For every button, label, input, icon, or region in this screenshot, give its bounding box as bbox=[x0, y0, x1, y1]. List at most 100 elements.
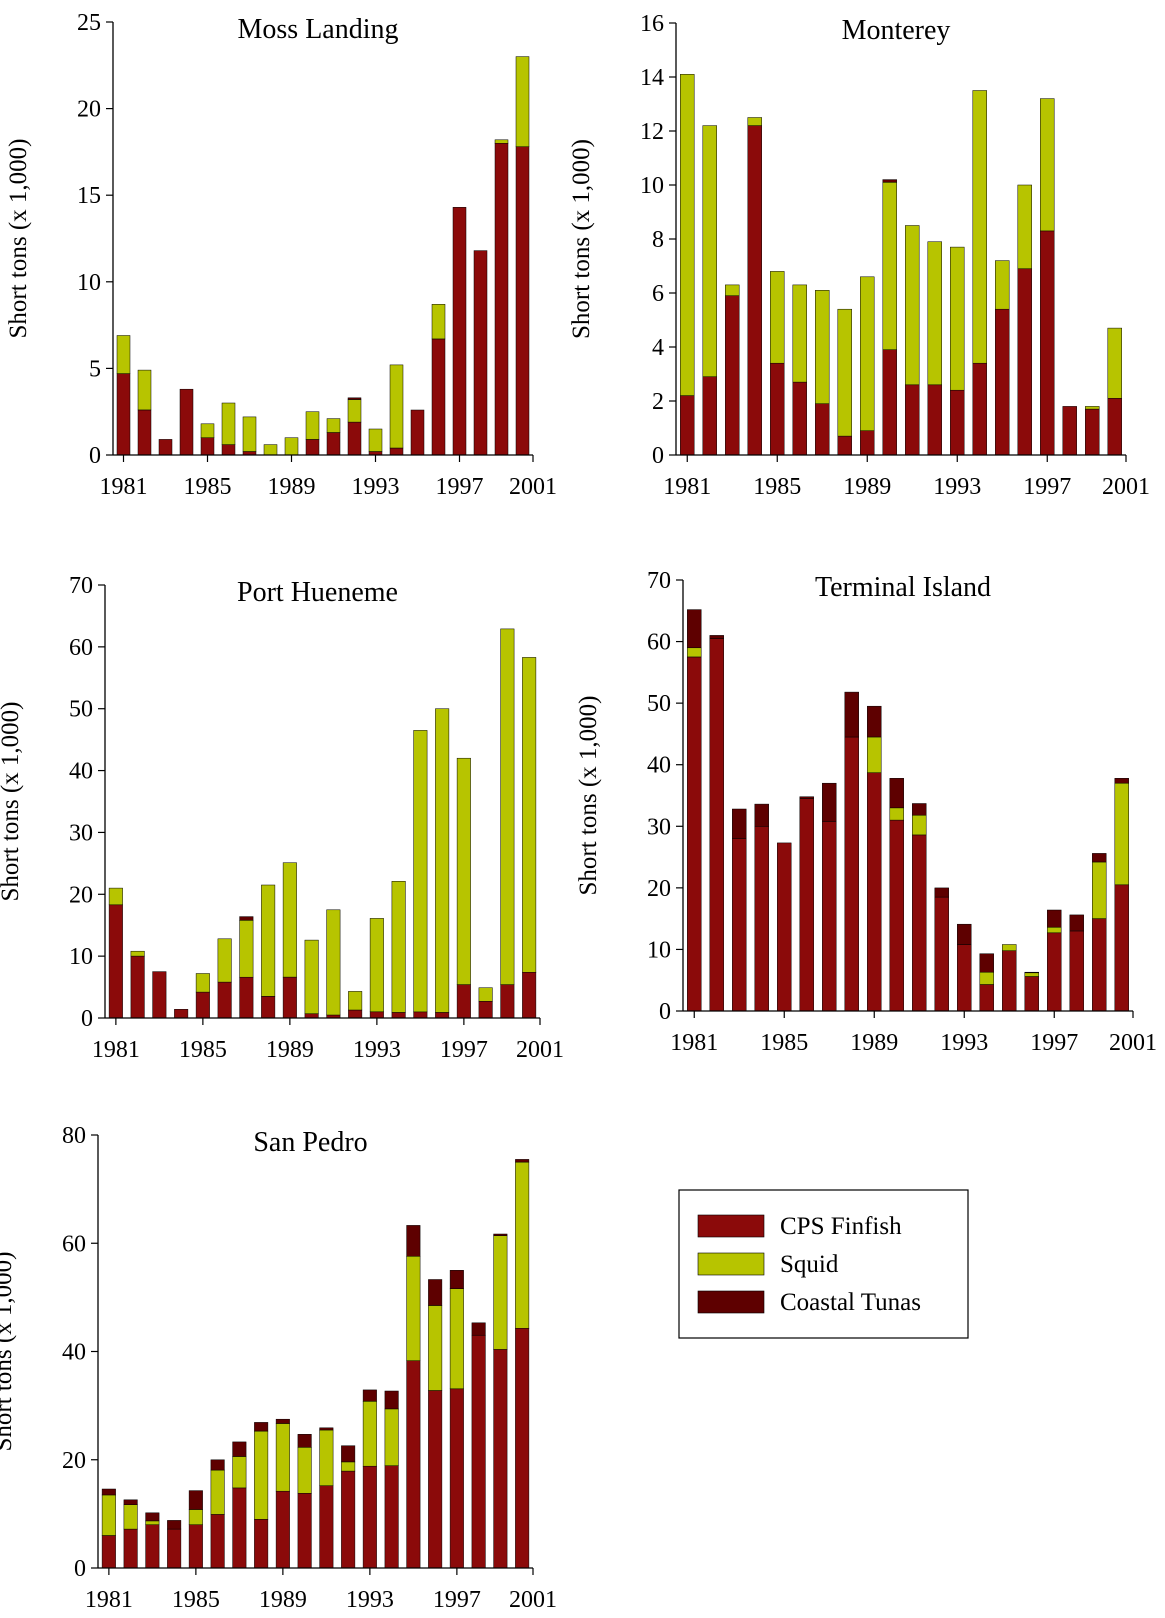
y-tick-label: 30 bbox=[69, 820, 93, 846]
bar-terminal-island-2000-squid bbox=[1114, 782, 1129, 886]
y-tick-label: 0 bbox=[74, 1556, 86, 1582]
x-tick-label: 2001 bbox=[1102, 474, 1150, 500]
y-axis-label-port-hueneme: Short tons (x 1,000) bbox=[0, 702, 24, 902]
bar-san-pedro-1989-tunas bbox=[275, 1418, 290, 1424]
y-axis-label-san-pedro: Short tons (x 1,000) bbox=[0, 1252, 17, 1452]
bar-san-pedro-1982-tunas bbox=[123, 1499, 138, 1505]
bar-terminal-island-1996-tunas bbox=[1024, 971, 1039, 974]
bar-port-hueneme-1989-finfish bbox=[282, 976, 297, 1019]
bar-port-hueneme-1995-squid bbox=[413, 730, 428, 1013]
bar-moss-landing-1987-squid bbox=[242, 416, 257, 452]
bar-terminal-island-2000-tunas bbox=[1114, 778, 1129, 784]
bar-moss-landing-1990-squid bbox=[305, 411, 320, 440]
bar-port-hueneme-1993-finfish bbox=[369, 1011, 384, 1019]
x-tick-label: 1985 bbox=[172, 1587, 220, 1613]
bar-monterey-1987-squid bbox=[815, 290, 830, 404]
bar-san-pedro-1991-tunas bbox=[319, 1427, 334, 1431]
bar-monterey-1996-squid bbox=[1017, 184, 1032, 269]
bar-san-pedro-1990-squid bbox=[297, 1447, 312, 1494]
bar-terminal-island-1991-tunas bbox=[912, 803, 927, 816]
bar-port-hueneme-1991-squid bbox=[326, 909, 341, 1016]
y-tick-label: 40 bbox=[69, 759, 93, 785]
legend-label-finfish: CPS Finfish bbox=[780, 1213, 902, 1240]
bar-moss-landing-1981-squid bbox=[116, 335, 131, 374]
bar-terminal-island-1999-squid bbox=[1092, 861, 1107, 919]
y-axis-label-terminal-island: Short tons (x 1,000) bbox=[575, 696, 602, 896]
bar-moss-landing-1992-squid bbox=[347, 399, 362, 423]
bar-san-pedro-1999-tunas bbox=[493, 1233, 508, 1236]
bar-san-pedro-1997-squid bbox=[449, 1288, 464, 1390]
bar-monterey-1992-finfish bbox=[927, 384, 942, 456]
bar-port-hueneme-1984-finfish bbox=[174, 1009, 189, 1019]
bar-san-pedro-1995-squid bbox=[406, 1255, 421, 1361]
bar-monterey-1999-squid bbox=[1085, 406, 1100, 410]
bar-monterey-1997-finfish bbox=[1040, 230, 1055, 456]
bar-terminal-island-1994-squid bbox=[979, 971, 994, 985]
bar-terminal-island-1998-tunas bbox=[1069, 914, 1084, 932]
bar-port-hueneme-1996-finfish bbox=[435, 1012, 450, 1019]
bar-san-pedro-1992-finfish bbox=[341, 1470, 356, 1569]
bar-monterey-1985-squid bbox=[770, 271, 785, 364]
bar-port-hueneme-2000-finfish bbox=[522, 971, 537, 1019]
bar-port-hueneme-2000-squid bbox=[522, 657, 537, 973]
y-tick-label: 30 bbox=[647, 814, 671, 840]
bar-san-pedro-1998-tunas bbox=[471, 1322, 486, 1336]
chart-title-port-hueneme: Port Hueneme bbox=[237, 577, 398, 608]
bar-san-pedro-1983-tunas bbox=[145, 1512, 160, 1522]
chart-terminal-island: 0 10 20 30 40 50 60 70 1981 1985 1989 1993 1997 2001 T… bbox=[575, 568, 1157, 1056]
y-tick-label: 80 bbox=[62, 1123, 86, 1149]
bar-port-hueneme-1993-squid bbox=[369, 918, 384, 1013]
bar-terminal-island-1986-finfish bbox=[799, 798, 814, 1012]
bar-moss-landing-1983-finfish bbox=[158, 439, 173, 456]
legend-swatch-squid bbox=[697, 1252, 765, 1276]
bar-monterey-2000-finfish bbox=[1107, 398, 1122, 456]
bar-san-pedro-1994-finfish bbox=[384, 1465, 399, 1569]
bar-san-pedro-1981-tunas bbox=[101, 1488, 116, 1496]
bar-port-hueneme-1981-squid bbox=[108, 887, 123, 906]
bar-port-hueneme-1999-finfish bbox=[500, 984, 515, 1019]
bar-san-pedro-1993-tunas bbox=[362, 1389, 377, 1402]
bar-san-pedro-1990-tunas bbox=[297, 1434, 312, 1448]
bar-terminal-island-1982-tunas bbox=[709, 635, 724, 639]
bar-monterey-1997-squid bbox=[1040, 98, 1055, 232]
bar-moss-landing-1998-finfish bbox=[473, 250, 488, 456]
y-tick-label: 40 bbox=[647, 753, 671, 779]
bar-port-hueneme-1982-finfish bbox=[130, 955, 145, 1019]
y-tick-label: 8 bbox=[652, 227, 664, 253]
bar-terminal-island-1984-tunas bbox=[754, 803, 769, 827]
bar-monterey-1983-squid bbox=[725, 284, 740, 296]
bar-port-hueneme-1998-finfish bbox=[478, 1001, 493, 1019]
bar-terminal-island-1993-tunas bbox=[957, 923, 972, 945]
bar-terminal-island-1993-finfish bbox=[957, 944, 972, 1012]
y-tick-label: 20 bbox=[62, 1448, 86, 1474]
bar-moss-landing-1992-finfish bbox=[347, 421, 362, 456]
x-tick-label: 1997 bbox=[440, 1037, 488, 1063]
x-tick-label: 1985 bbox=[753, 474, 801, 500]
bar-san-pedro-1996-finfish bbox=[428, 1390, 443, 1569]
bar-monterey-1986-squid bbox=[792, 284, 807, 383]
bar-monterey-1998-finfish bbox=[1062, 406, 1077, 456]
legend-swatch-finfish bbox=[697, 1214, 765, 1238]
bar-monterey-1984-squid bbox=[747, 117, 762, 126]
x-tick-label: 1993 bbox=[346, 1587, 394, 1613]
bar-monterey-1999-finfish bbox=[1085, 408, 1100, 456]
bar-san-pedro-1989-finfish bbox=[275, 1490, 290, 1569]
y-tick-label: 60 bbox=[69, 635, 93, 661]
bar-port-hueneme-1992-finfish bbox=[348, 1009, 363, 1019]
y-tick-label: 20 bbox=[77, 97, 101, 123]
bar-port-hueneme-1986-finfish bbox=[217, 981, 232, 1019]
y-tick-label: 6 bbox=[652, 281, 664, 307]
bar-port-hueneme-1983-finfish bbox=[152, 971, 167, 1019]
x-tick-label: 1989 bbox=[268, 474, 316, 500]
bar-san-pedro-1990-finfish bbox=[297, 1493, 312, 1569]
y-tick-label: 5 bbox=[89, 356, 101, 382]
bar-san-pedro-1985-squid bbox=[188, 1509, 203, 1525]
bar-monterey-1993-squid bbox=[950, 246, 965, 391]
bar-san-pedro-1985-finfish bbox=[188, 1524, 203, 1569]
y-tick-label: 10 bbox=[640, 173, 664, 199]
bar-port-hueneme-1985-squid bbox=[195, 973, 210, 993]
bar-terminal-island-1987-finfish bbox=[822, 821, 837, 1012]
bar-terminal-island-1996-finfish bbox=[1024, 976, 1039, 1012]
bar-terminal-island-1992-tunas bbox=[934, 887, 949, 898]
x-tick-label: 1985 bbox=[179, 1037, 227, 1063]
